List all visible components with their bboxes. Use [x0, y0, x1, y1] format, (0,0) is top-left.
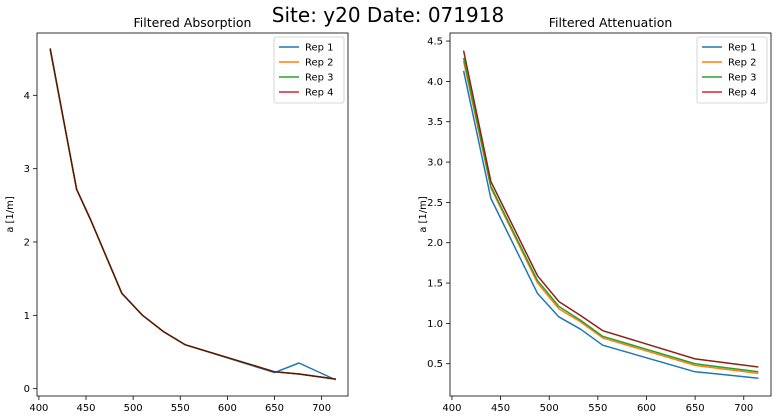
- series-overlap-line: [49, 48, 336, 380]
- y-axis-label: a [1/m]: [5, 196, 16, 233]
- panel-title: Filtered Attenuation: [549, 15, 673, 30]
- x-tick-label: 400: [442, 403, 461, 414]
- x-tick-label: 400: [29, 403, 48, 414]
- legend-label: Rep 3: [728, 73, 757, 84]
- x-tick-label: 450: [491, 403, 510, 414]
- y-tick-label: 3.0: [427, 158, 443, 169]
- x-tick-label: 700: [734, 403, 753, 414]
- y-tick-label: 1.0: [427, 319, 443, 330]
- x-tick-label: 500: [540, 403, 559, 414]
- legend-label: Rep 1: [305, 43, 334, 54]
- x-tick-label: 550: [588, 403, 607, 414]
- figure-suptitle: Site: y20 Date: 071918: [272, 3, 504, 27]
- x-tick-label: 650: [686, 403, 705, 414]
- series-lines: [462, 50, 759, 379]
- y-tick-label: 2.5: [427, 198, 443, 209]
- legend-label: Rep 3: [305, 73, 334, 84]
- y-tick-label: 2.0: [427, 238, 443, 249]
- axes-frame: [449, 32, 772, 397]
- y-tick-label: 4: [24, 91, 30, 102]
- y-tick-label: 4.0: [427, 77, 443, 88]
- legend: Rep 1 Rep 2 Rep 3 Rep 4: [273, 36, 345, 104]
- series-line-rep-3: [462, 57, 759, 373]
- y-axis-label: a [1/m]: [418, 196, 429, 233]
- y-tick-label: 0.5: [427, 359, 443, 370]
- y-tick-label: 1.5: [427, 279, 443, 290]
- attenuation-panel: Filtered Attenuation a [1/m] 400 450 500 550 6…: [418, 15, 772, 414]
- series-overlap-line: [463, 50, 759, 368]
- series-line-rep-1: [462, 70, 759, 379]
- series-line-rep-4: [462, 50, 759, 368]
- x-tick-label: 600: [637, 403, 656, 414]
- legend-label: Rep 4: [728, 88, 757, 99]
- legend: Rep 1 Rep 2 Rep 3 Rep 4: [696, 36, 768, 104]
- x-tick-label: 650: [265, 403, 284, 414]
- legend-label: Rep 2: [305, 58, 334, 69]
- panel-title: Filtered Absorption: [134, 15, 252, 30]
- y-tick-label: 3: [24, 164, 30, 175]
- legend-label: Rep 4: [305, 88, 334, 99]
- y-tick-label: 1: [24, 311, 30, 322]
- legend-box: [273, 36, 345, 104]
- x-tick-label: 450: [76, 403, 95, 414]
- y-tick-label: 2: [24, 238, 30, 249]
- series-line-rep-2: [462, 61, 759, 375]
- axes-frame: [36, 32, 349, 397]
- x-tick-label: 600: [218, 403, 237, 414]
- legend-label: Rep 1: [728, 43, 757, 54]
- absorption-panel: Filtered Absorption a [1/m] 400 450 500 550 60…: [5, 15, 349, 414]
- x-tick-label: 550: [171, 403, 190, 414]
- legend-box: [696, 36, 768, 104]
- x-tick-label: 700: [312, 403, 331, 414]
- x-tick-label: 500: [124, 403, 143, 414]
- y-tick-label: 0: [24, 384, 30, 395]
- y-tick-label: 4.5: [427, 37, 443, 48]
- series-lines: [49, 48, 337, 381]
- legend-label: Rep 2: [728, 58, 757, 69]
- y-tick-label: 3.5: [427, 117, 443, 128]
